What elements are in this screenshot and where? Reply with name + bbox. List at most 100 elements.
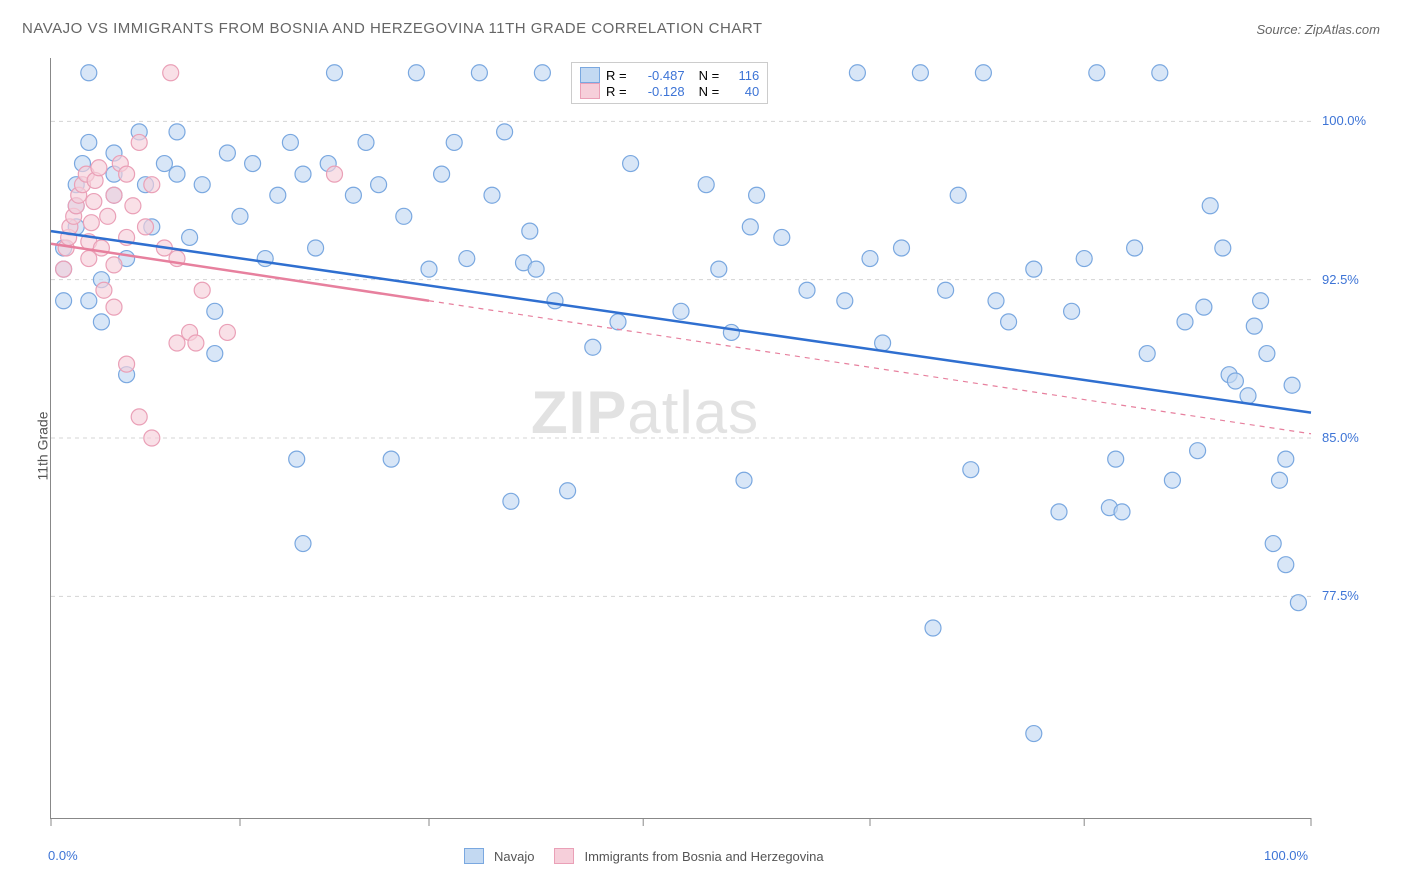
data-point (144, 177, 160, 193)
data-point (270, 187, 286, 203)
regression-line (51, 231, 1311, 413)
data-point (125, 198, 141, 214)
data-point (1259, 346, 1275, 362)
source-label: Source: ZipAtlas.com (1256, 22, 1380, 37)
data-point (1177, 314, 1193, 330)
data-point (434, 166, 450, 182)
y-tick-label: 77.5% (1322, 588, 1359, 603)
data-point (169, 335, 185, 351)
x-tick-min: 0.0% (48, 848, 78, 863)
legend-swatch (580, 67, 600, 83)
data-point (1272, 472, 1288, 488)
data-point (100, 208, 116, 224)
data-point (1026, 726, 1042, 742)
data-point (81, 65, 97, 81)
legend-swatch (580, 83, 600, 99)
data-point (1089, 65, 1105, 81)
data-point (219, 324, 235, 340)
data-point (1001, 314, 1017, 330)
data-point (421, 261, 437, 277)
data-point (749, 187, 765, 203)
data-point (188, 335, 204, 351)
data-point (81, 134, 97, 150)
chart-title: NAVAJO VS IMMIGRANTS FROM BOSNIA AND HER… (22, 20, 763, 37)
legend-row: R =-0.487N =116 (580, 67, 759, 83)
data-point (1202, 198, 1218, 214)
data-point (1076, 251, 1092, 267)
legend-swatch (554, 848, 574, 864)
data-point (56, 293, 72, 309)
data-point (736, 472, 752, 488)
plot-area: ZIPatlas R =-0.487N =116R =-0.128N =40 (50, 58, 1311, 819)
legend-row: R =-0.128N =40 (580, 83, 759, 99)
data-point (1139, 346, 1155, 362)
data-point (207, 346, 223, 362)
data-point (1108, 451, 1124, 467)
data-point (484, 187, 500, 203)
legend-swatch (464, 848, 484, 864)
data-point (106, 187, 122, 203)
data-point (875, 335, 891, 351)
data-point (81, 293, 97, 309)
chart-container: NAVAJO VS IMMIGRANTS FROM BOSNIA AND HER… (0, 0, 1406, 892)
data-point (106, 257, 122, 273)
data-point (1278, 451, 1294, 467)
legend-label: Immigrants from Bosnia and Herzegovina (584, 849, 823, 864)
correlation-legend: R =-0.487N =116R =-0.128N =40 (571, 62, 768, 104)
data-point (497, 124, 513, 140)
y-tick-label: 85.0% (1322, 430, 1359, 445)
data-point (169, 166, 185, 182)
data-point (232, 208, 248, 224)
data-point (295, 166, 311, 182)
data-point (1051, 504, 1067, 520)
data-point (1284, 377, 1300, 393)
data-point (459, 251, 475, 267)
data-point (547, 293, 563, 309)
data-point (371, 177, 387, 193)
data-point (119, 166, 135, 182)
plot-svg (51, 58, 1311, 818)
data-point (396, 208, 412, 224)
data-point (950, 187, 966, 203)
data-point (93, 240, 109, 256)
data-point (938, 282, 954, 298)
data-point (358, 134, 374, 150)
data-point (93, 314, 109, 330)
data-point (711, 261, 727, 277)
data-point (585, 339, 601, 355)
data-point (560, 483, 576, 499)
data-point (1253, 293, 1269, 309)
data-point (912, 65, 928, 81)
data-point (1246, 318, 1262, 334)
data-point (1196, 299, 1212, 315)
data-point (988, 293, 1004, 309)
y-axis-label: 11th Grade (35, 411, 51, 480)
data-point (144, 430, 160, 446)
data-point (257, 251, 273, 267)
data-point (327, 166, 343, 182)
data-point (673, 303, 689, 319)
data-point (774, 229, 790, 245)
data-point (169, 124, 185, 140)
data-point (131, 134, 147, 150)
data-point (925, 620, 941, 636)
data-point (837, 293, 853, 309)
data-point (1265, 536, 1281, 552)
data-point (1152, 65, 1168, 81)
data-point (975, 65, 991, 81)
data-point (849, 65, 865, 81)
data-point (1190, 443, 1206, 459)
data-point (1240, 388, 1256, 404)
data-point (91, 160, 107, 176)
data-point (1164, 472, 1180, 488)
data-point (1127, 240, 1143, 256)
data-point (610, 314, 626, 330)
data-point (289, 451, 305, 467)
data-point (383, 451, 399, 467)
data-point (194, 282, 210, 298)
data-point (106, 299, 122, 315)
y-tick-label: 92.5% (1322, 272, 1359, 287)
data-point (1215, 240, 1231, 256)
data-point (119, 356, 135, 372)
data-point (194, 177, 210, 193)
